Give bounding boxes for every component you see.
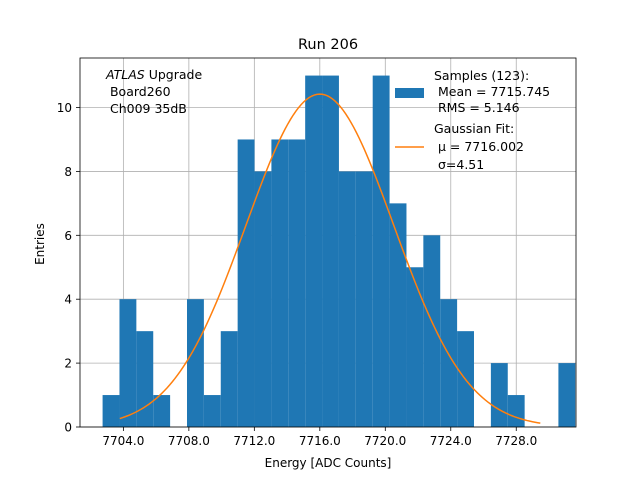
histogram-bar [254, 171, 272, 427]
histogram-bar [119, 299, 137, 427]
y-tick-label: 10 [57, 101, 72, 115]
histogram-bar [271, 139, 289, 427]
plot-frame [79, 57, 577, 428]
histogram-bar [203, 395, 221, 427]
legend-histogram-line-1: Samples (123): [434, 68, 529, 83]
x-tick-label: 7716.0 [299, 434, 341, 448]
annotation-text: ATLAS Upgrade Board260 Ch009 35dB [105, 67, 202, 116]
legend-fit-line-3: σ=4.51 [434, 157, 484, 172]
annotation-line-2: Board260 [106, 84, 171, 99]
legend-fit-line-2: μ = 7716.002 [434, 139, 524, 154]
legend-fit-line-1: Gaussian Fit: [434, 121, 514, 136]
x-axis-ticks: 7704.0 7708.0 7712.0 7716.0 7720.0 7724.0 7728… [102, 427, 537, 448]
y-tick-label: 6 [64, 229, 72, 243]
histogram-bar [305, 75, 323, 428]
histogram-bar [558, 363, 576, 427]
gaussian-fit-curve [119, 93, 541, 424]
y-tick-label: 2 [64, 357, 72, 371]
histogram-bar [372, 75, 390, 428]
x-tick-label: 7704.0 [102, 434, 144, 448]
legend-histogram-line-3: RMS = 5.146 [434, 100, 520, 115]
x-tick-label: 7708.0 [168, 434, 210, 448]
histogram-bars [102, 75, 576, 428]
histogram-bar [507, 395, 525, 427]
annotation-line-1-rest: Upgrade [145, 67, 203, 82]
histogram-bar [322, 75, 339, 428]
legend: Samples (123): Mean = 7715.745 RMS = 5.1… [395, 68, 550, 172]
histogram-bar [136, 331, 154, 427]
histogram-bar [237, 139, 255, 427]
histogram-bar [187, 299, 204, 427]
histogram-bar [355, 171, 373, 427]
x-tick-label: 7712.0 [233, 434, 275, 448]
x-tick-label: 7728.0 [495, 434, 537, 448]
histogram-bar [102, 395, 120, 427]
annotation-italic-word: ATLAS [105, 67, 145, 82]
histogram-bar [338, 171, 356, 427]
x-tick-label: 7720.0 [364, 434, 406, 448]
histogram-bar [406, 267, 424, 427]
histogram-bar [153, 395, 171, 427]
legend-histogram-swatch [395, 88, 424, 98]
histogram-bar [389, 203, 407, 427]
legend-histogram-line-2: Mean = 7715.745 [434, 84, 550, 99]
y-axis-ticks: 0 2 4 6 8 10 [57, 101, 80, 435]
histogram-bar [440, 299, 458, 427]
y-axis-label: Entries [33, 223, 47, 265]
x-tick-label: 7724.0 [430, 434, 472, 448]
y-tick-label: 8 [64, 165, 72, 179]
histogram-bar [288, 139, 306, 427]
histogram-bar [220, 331, 238, 427]
y-tick-label: 4 [64, 293, 72, 307]
histogram-bar [490, 363, 508, 427]
x-axis-label: Energy [ADC Counts] [265, 456, 392, 470]
chart-title: Run 206 [298, 37, 358, 53]
histogram-bar [423, 235, 441, 427]
y-tick-label: 0 [64, 421, 72, 435]
annotation-line-3: Ch009 35dB [106, 101, 187, 116]
annotation-line-1: ATLAS Upgrade [105, 67, 202, 82]
